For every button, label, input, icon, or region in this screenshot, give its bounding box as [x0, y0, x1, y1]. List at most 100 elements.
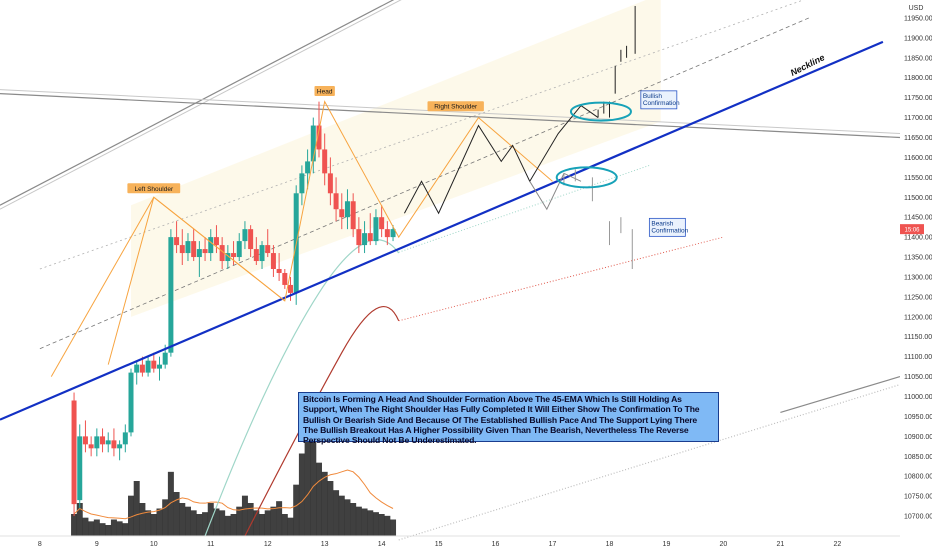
volume-bar	[344, 499, 351, 536]
bullish-confirmation-box-bg	[640, 90, 678, 110]
candle-layer	[71, 101, 396, 517]
ema-slow-line	[244, 305, 400, 537]
bullish-confirmation-box-text: Bullish	[643, 93, 663, 100]
volume-bar	[133, 481, 140, 536]
volume-bar	[93, 519, 100, 536]
price-tick-label: 11150.00	[904, 334, 932, 341]
volume-bar	[390, 519, 397, 536]
volume-bar	[367, 510, 374, 536]
candle-body	[373, 217, 379, 242]
price-tick-label: 11650.00	[904, 135, 932, 142]
resistance-shadow	[0, 89, 901, 135]
volume-bar	[259, 514, 266, 536]
volume-bar	[156, 508, 163, 536]
volume-bar	[167, 471, 174, 536]
candle-body	[88, 444, 94, 449]
time-tick-label: 22	[833, 541, 841, 548]
time-tick-label: 18	[606, 541, 614, 548]
volume-bar	[207, 503, 214, 536]
volume-bar	[128, 495, 135, 536]
candle-body	[305, 161, 311, 174]
price-tick-label: 11000.00	[904, 394, 932, 401]
price-tick-label: 11700.00	[904, 115, 932, 122]
candle-body	[208, 237, 214, 254]
resistance-line	[0, 93, 901, 139]
candle-body	[156, 364, 162, 369]
price-tick-label: 11050.00	[904, 374, 932, 381]
candle-body	[384, 229, 390, 238]
candle-body	[333, 193, 339, 210]
candle-body	[202, 249, 208, 254]
volume-bar	[230, 514, 237, 536]
price-tick-label: 11600.00	[904, 155, 932, 162]
bearish-confirmation-box-text: Bearish	[651, 220, 673, 227]
candle-body	[276, 268, 282, 273]
bearish-ellipse	[555, 166, 618, 189]
price-tick-label: 10700.00	[904, 514, 932, 521]
channel-lower-dotted	[398, 383, 901, 541]
volume-bar	[298, 453, 305, 536]
candle-body	[356, 229, 362, 246]
bearish-confirmation-box-bg	[648, 217, 686, 237]
candle-body	[94, 436, 100, 449]
time-tick-label: 13	[321, 541, 329, 548]
channel-fill	[131, 0, 661, 317]
candle-body	[327, 173, 333, 194]
price-tick-label: 11400.00	[904, 235, 932, 242]
volume-bar	[179, 503, 186, 536]
bearish-projection-path	[529, 172, 582, 211]
candle-body	[350, 201, 356, 230]
volume-bar	[287, 517, 294, 536]
volume-bar	[162, 499, 169, 536]
background-layer	[0, 0, 901, 541]
neckline-trendline	[0, 40, 884, 421]
current-price-label: 15:06	[904, 228, 920, 234]
time-tick-label: 14	[378, 541, 386, 548]
candle-body	[105, 440, 111, 445]
time-tick-label: 12	[264, 541, 272, 548]
volume-bar	[99, 523, 106, 536]
price-tick-label: 11450.00	[904, 215, 932, 222]
volume-bar	[264, 510, 271, 536]
candle-body	[111, 440, 117, 449]
candle-body	[270, 253, 276, 269]
volume-bar	[82, 517, 89, 536]
volume-bar	[88, 521, 95, 536]
volume-bar	[236, 506, 243, 536]
time-tick-label: 10	[150, 541, 158, 548]
price-tick-label: 11100.00	[904, 354, 932, 361]
analysis-note: Bitcoin Is Forming A Head And Shoulder F…	[298, 392, 719, 445]
volume-bar	[71, 514, 78, 536]
ema-slow-projection	[398, 236, 724, 322]
volume-bar	[378, 514, 385, 536]
candle-body	[282, 272, 288, 285]
price-tick-label: 11500.00	[904, 195, 932, 202]
candle-body	[174, 237, 180, 246]
price-tick-label: 11950.00	[904, 15, 932, 22]
time-tick-label: 9	[95, 541, 99, 548]
volume-bar	[333, 490, 340, 536]
price-tick-label: 10950.00	[904, 414, 932, 421]
candle-body	[344, 201, 350, 218]
currency-label: USD	[909, 5, 924, 12]
candle-body	[77, 436, 83, 501]
bullish-ellipse	[569, 101, 632, 122]
price-tick-label: 10750.00	[904, 494, 932, 501]
price-tick-label: 10800.00	[904, 474, 932, 481]
candle-body	[259, 245, 265, 262]
candle-body	[151, 360, 157, 369]
current-price-marker	[900, 224, 924, 235]
candle-body	[316, 125, 322, 150]
candle-body	[145, 360, 151, 373]
volume-bar	[219, 510, 226, 536]
volume-bar	[361, 508, 368, 536]
volume-bar	[184, 506, 191, 536]
head-label-bg	[314, 86, 335, 97]
volume-bar	[105, 525, 112, 536]
ema-fast-projection	[398, 164, 650, 253]
candle-body	[134, 364, 140, 373]
candle-body	[128, 372, 134, 433]
volume-bar	[304, 435, 311, 536]
price-axis-bg	[900, 0, 932, 550]
